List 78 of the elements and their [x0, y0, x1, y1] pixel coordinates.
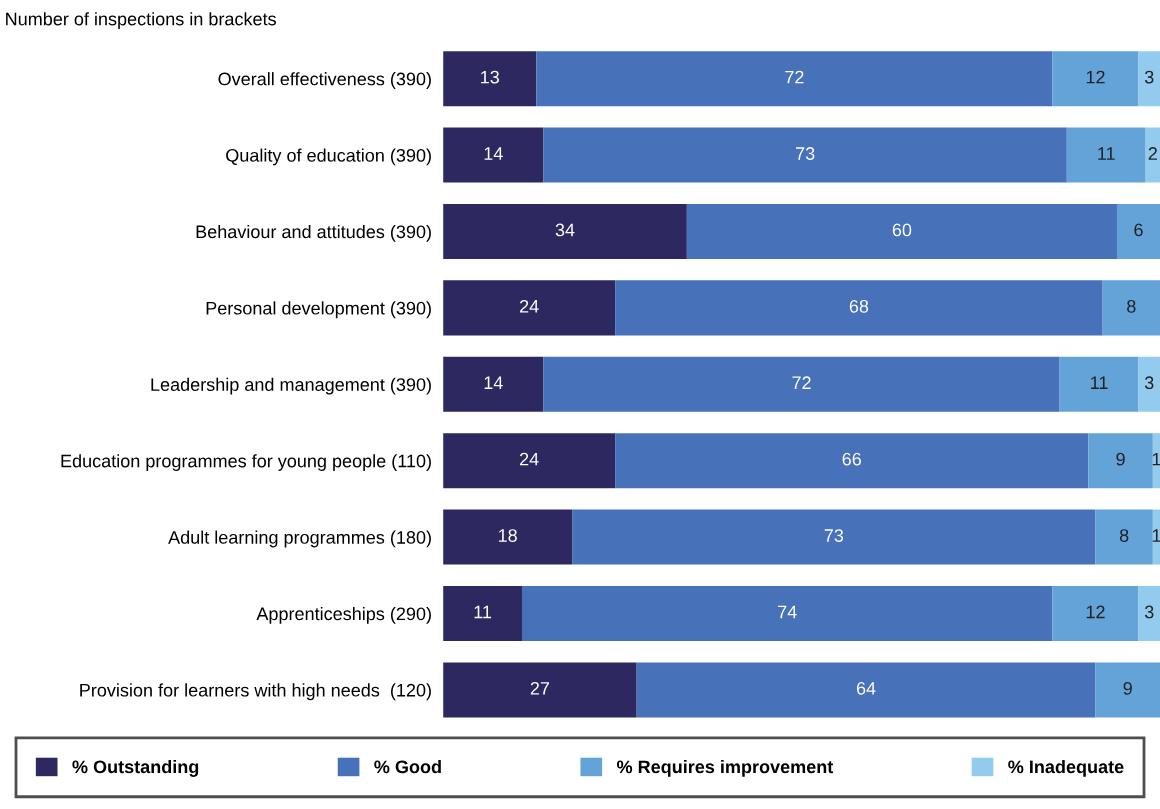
- bar: [443, 203, 687, 259]
- bar: [572, 509, 1096, 565]
- data-label: 66: [842, 452, 861, 466]
- bar: [443, 509, 573, 565]
- y-tick-label: Leadership and management (390): [151, 377, 431, 395]
- data-label: 72: [792, 376, 811, 389]
- bar: [615, 433, 1089, 489]
- bar: [1116, 203, 1160, 259]
- bar: [543, 127, 1067, 183]
- data-label: 9: [1116, 452, 1125, 466]
- bar: [443, 662, 637, 718]
- data-label: 72: [785, 70, 804, 84]
- legend-label: % Good: [374, 759, 441, 774]
- bar: [686, 203, 1117, 259]
- bar: [1052, 51, 1139, 107]
- data-label: 8: [1119, 529, 1129, 542]
- bar: [443, 51, 537, 107]
- data-label: 27: [530, 681, 550, 695]
- bar: [443, 280, 616, 336]
- data-label: 18: [498, 529, 517, 542]
- legend-label: % Requires improvement: [617, 759, 834, 777]
- bar: [1052, 585, 1139, 641]
- bar: [1138, 356, 1160, 412]
- legend-label: % Outstanding: [72, 759, 199, 777]
- bar: [443, 585, 522, 641]
- bar: [1066, 127, 1146, 183]
- bar: [1095, 662, 1160, 718]
- data-label: 68: [849, 299, 869, 313]
- bar: [443, 127, 544, 183]
- y-tick-label: Education programmes for young people (110): [61, 454, 431, 471]
- data-label: 2: [1148, 147, 1157, 160]
- data-label: 24: [520, 452, 539, 466]
- data-label: 73: [824, 529, 844, 542]
- data-label: 74: [778, 605, 797, 619]
- data-label: 34: [555, 223, 575, 237]
- data-label: 60: [892, 223, 912, 237]
- data-label: 3: [1144, 605, 1154, 619]
- bar: [1138, 585, 1160, 641]
- bar: [1059, 356, 1139, 412]
- data-label: 73: [796, 147, 815, 160]
- data-label: 8: [1127, 299, 1136, 313]
- data-label: 12: [1086, 605, 1105, 619]
- data-label: 11: [1091, 376, 1108, 389]
- data-label: 11: [474, 605, 492, 619]
- data-label: 24: [520, 299, 539, 313]
- data-label: 64: [856, 681, 876, 695]
- y-tick-label: Provision for learners with high needs (120): [80, 683, 431, 701]
- data-label: 11: [1098, 147, 1115, 160]
- bar: [1145, 127, 1160, 183]
- y-tick-label: Adult learning programmes (180): [168, 530, 431, 548]
- bar: [1138, 51, 1160, 107]
- y-tick-label: Quality of education (390): [226, 148, 431, 166]
- data-label: 3: [1144, 70, 1154, 84]
- bar: [636, 662, 1096, 718]
- bar: [543, 356, 1060, 412]
- y-tick-label: Overall effectiveness (390): [218, 72, 431, 89]
- bar: [1095, 509, 1153, 565]
- y-tick-label: Apprenticeships (290): [256, 606, 431, 624]
- data-label: 9: [1123, 681, 1132, 695]
- bar: [521, 585, 1053, 641]
- bar: [536, 51, 1053, 107]
- data-label: 13: [481, 70, 499, 84]
- text: Number of inspections in brackets: [6, 12, 276, 29]
- bar: [443, 433, 616, 489]
- legend-label: % Inadequate: [1008, 759, 1124, 777]
- data-label: 1: [1152, 452, 1160, 466]
- y-tick-label: Behaviour and attitudes (390): [196, 224, 431, 242]
- bar: [615, 280, 1103, 336]
- bar: [1088, 433, 1153, 489]
- data-label: 6: [1134, 223, 1143, 237]
- data-label: 3: [1144, 376, 1154, 390]
- data-label: 14: [484, 147, 503, 160]
- data-label: 1: [1152, 529, 1160, 542]
- bar: [1102, 280, 1160, 336]
- bar: [443, 356, 544, 412]
- y-tick-label: Personal development (390): [206, 301, 431, 319]
- data-label: 14: [484, 376, 503, 389]
- data-label: 12: [1086, 70, 1105, 84]
